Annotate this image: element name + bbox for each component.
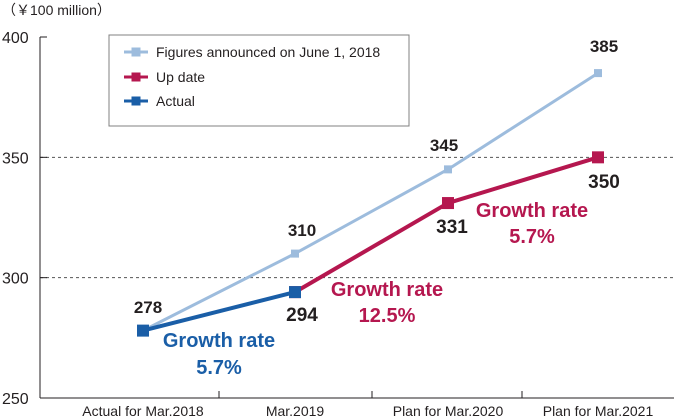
series-marker-0 (291, 249, 299, 258)
annotation-value: 12.5% (359, 305, 416, 327)
x-axis-ticks: Actual for Mar.2018 Mar.2019 Plan for Mar.… (82, 391, 653, 419)
series-line-0 (142, 71, 599, 332)
data-label: 385 (590, 37, 618, 56)
series-lines (137, 69, 604, 337)
y-tick-label: 250 (2, 391, 29, 408)
y-tick-label: 400 (2, 30, 29, 47)
x-tick-label: Plan for Mar.2020 (393, 403, 504, 419)
series-marker-2 (137, 324, 149, 337)
data-label: 345 (430, 136, 458, 155)
series-line-2 (142, 290, 296, 333)
annotation-title: Growth rate (163, 330, 275, 352)
series-marker-1 (442, 197, 454, 210)
annotation-title: Growth rate (331, 279, 443, 301)
legend-entry: Up date (156, 69, 205, 85)
x-tick-label: Plan for Mar.2021 (543, 403, 654, 419)
annotation-title: Growth rate (476, 200, 588, 222)
gridlines (40, 156, 674, 279)
legend-entry: Actual (156, 93, 195, 109)
data-labels: 310 345 385 331 350 278 294 (134, 37, 620, 326)
legend-box (108, 34, 410, 127)
growth-annotations: Growth rate 5.7% Growth rate 12.5% Growth ra… (163, 200, 588, 379)
x-tick-label: Actual for Mar.2018 (82, 403, 204, 419)
series-marker-0 (594, 69, 602, 78)
y-axis-ticks: 250 300 350 400 (2, 30, 47, 408)
legend-entry: Figures announced on June 1, 2018 (156, 44, 380, 60)
annotation-value: 5.7% (196, 357, 242, 379)
legend-swatch-marker (131, 96, 141, 106)
axes (39, 37, 674, 399)
legend: Figures announced on June 1, 2018 Up date… (108, 34, 410, 127)
series-marker-2 (289, 286, 301, 299)
data-label: 278 (134, 298, 162, 317)
x-tick-label: Mar.2019 (266, 403, 325, 419)
unit-label: （￥100 million） (2, 2, 111, 18)
series-marker-1 (592, 151, 604, 164)
series-marker-0 (444, 165, 452, 174)
legend-swatch-marker (131, 47, 141, 57)
data-label: 350 (588, 172, 620, 193)
data-label: 331 (436, 217, 468, 238)
data-label: 294 (286, 305, 318, 326)
y-tick-label: 300 (2, 271, 29, 288)
y-tick-label: 350 (2, 150, 29, 167)
legend-swatch-marker (131, 72, 141, 82)
annotation-value: 5.7% (509, 226, 555, 248)
data-label: 310 (288, 221, 316, 240)
